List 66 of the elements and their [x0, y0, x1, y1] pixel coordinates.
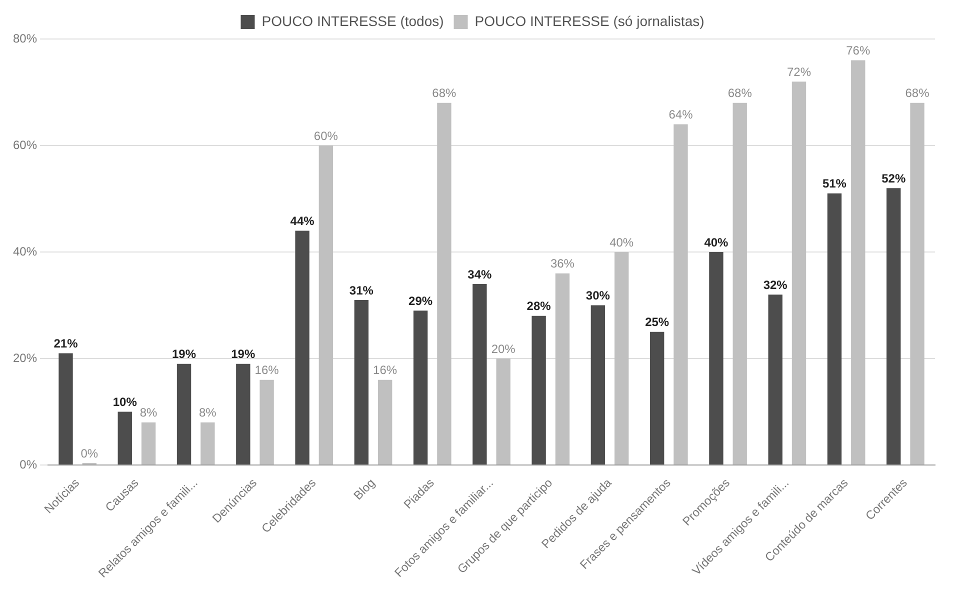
data-label: 16% [373, 363, 398, 378]
data-label: 76% [846, 44, 870, 58]
bar [910, 102, 924, 465]
bar [236, 364, 250, 465]
bar [318, 146, 334, 465]
bar [378, 380, 392, 465]
bar [176, 364, 192, 465]
data-label: 25% [645, 315, 670, 330]
data-label: 29% [408, 294, 433, 308]
bar [827, 193, 842, 465]
data-label: 30% [586, 288, 610, 303]
legend-label: POUCO INTERESSE (só jornalistas) [474, 12, 704, 29]
bar [260, 380, 274, 465]
data-label: 19% [172, 347, 196, 362]
y-tick-label: 0% [20, 457, 38, 472]
bar [555, 273, 570, 465]
y-tick-label: 60% [12, 138, 38, 152]
bar [590, 305, 606, 465]
bar [709, 252, 724, 465]
bar [650, 332, 664, 465]
bar [614, 252, 629, 465]
bar [732, 102, 747, 465]
data-label: 8% [199, 406, 217, 420]
data-label: 68% [728, 86, 752, 100]
data-label: 64% [668, 108, 694, 122]
data-label: 51% [822, 176, 847, 191]
bar [851, 60, 866, 465]
data-label: 8% [140, 406, 158, 420]
bar [674, 124, 688, 465]
data-label: 68% [905, 86, 930, 100]
bar [472, 284, 487, 465]
legend-label: POUCO INTERESSE (todos) [262, 12, 444, 29]
y-tick-label: 80% [12, 31, 38, 46]
data-label: 28% [526, 299, 552, 314]
data-label: 44% [290, 214, 315, 228]
data-label: 0% [80, 446, 98, 460]
y-tick-label: 40% [12, 244, 38, 258]
data-label: 31% [349, 283, 374, 298]
bar [295, 230, 310, 465]
bar [886, 188, 901, 465]
bar [141, 422, 156, 465]
bar [768, 294, 782, 465]
data-label: 36% [550, 256, 575, 271]
bar [354, 300, 369, 465]
data-label: 40% [704, 235, 729, 250]
data-label: 21% [54, 336, 78, 351]
bar [437, 102, 452, 465]
data-label: 19% [231, 347, 256, 362]
data-label: 20% [491, 342, 516, 356]
bar [413, 310, 428, 465]
bar [532, 316, 546, 465]
bar [496, 358, 510, 465]
data-label: 40% [610, 235, 634, 250]
data-label: 16% [254, 363, 280, 378]
bar [792, 82, 806, 465]
data-label: 32% [763, 278, 788, 292]
data-label: 10% [112, 395, 138, 410]
data-label: 72% [786, 64, 812, 79]
data-label: 52% [882, 171, 906, 186]
data-label: 68% [432, 86, 457, 100]
data-label: 34% [468, 267, 492, 282]
bar [118, 412, 132, 465]
y-tick-label: 20% [12, 350, 38, 365]
data-label: 60% [314, 128, 338, 143]
bar [58, 353, 73, 465]
bar [200, 422, 215, 465]
